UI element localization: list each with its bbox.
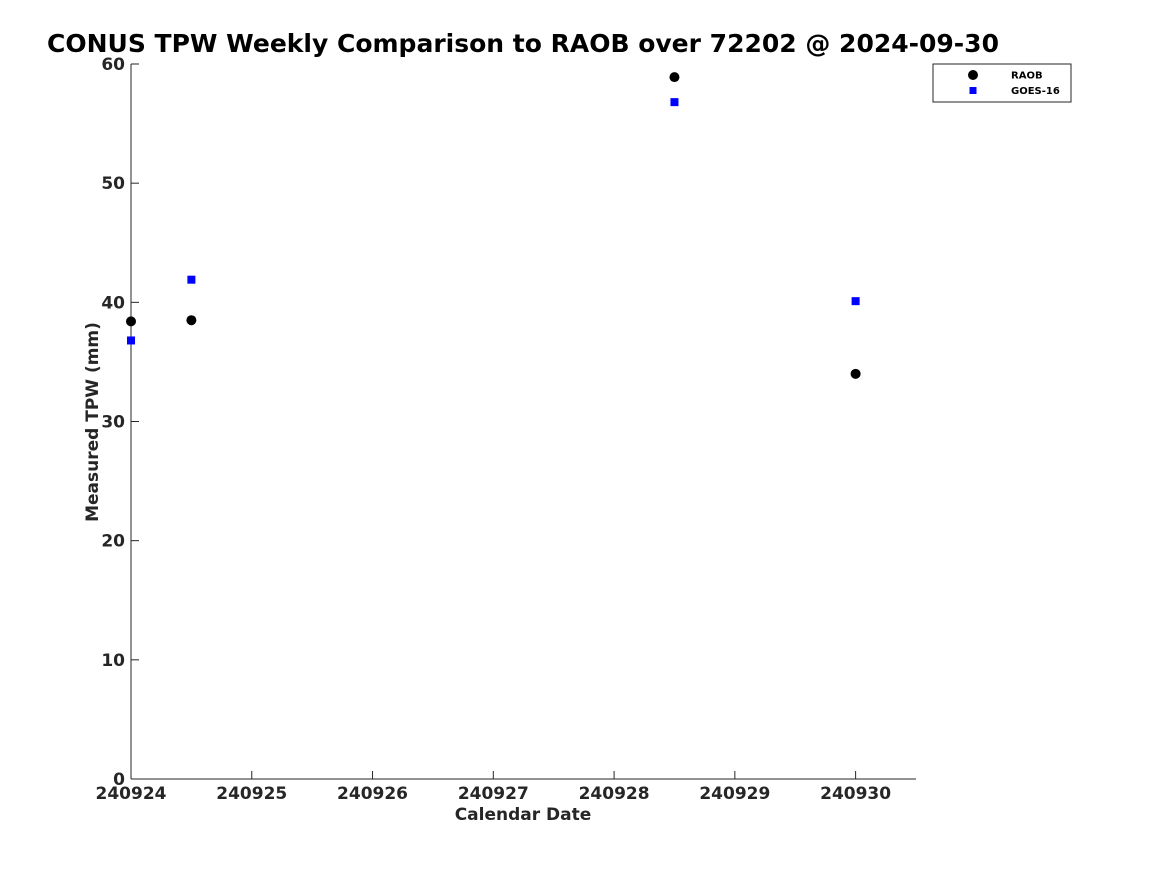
raob-point: [850, 368, 861, 379]
chart-title: CONUS TPW Weekly Comparison to RAOB over…: [47, 29, 999, 58]
y-tick-label: 10: [101, 651, 125, 671]
goes16-point: [851, 297, 860, 306]
x-tick-label: 240924: [96, 784, 167, 804]
x-axis-label: Calendar Date: [455, 805, 592, 825]
x-tick-label: 240930: [820, 784, 891, 804]
goes16-point: [670, 98, 679, 107]
goes16-point: [127, 336, 135, 345]
y-tick-label: 40: [101, 293, 125, 313]
legend-entry-label: GOES-16: [1011, 86, 1060, 97]
y-tick-label: 60: [101, 55, 125, 75]
raob-point: [669, 72, 680, 83]
raob-point: [126, 316, 136, 327]
y-tick-label: 20: [101, 532, 125, 552]
legend-box: [932, 63, 1072, 103]
y-tick-label: 0: [113, 770, 125, 790]
data-marks: [126, 72, 861, 379]
legend: RAOB GOES-16: [932, 63, 1072, 103]
x-tick-label: 240929: [699, 784, 770, 804]
x-axis-ticks: 240924 240925 240926 240927 240928 240929 2409…: [96, 771, 891, 804]
legend-goes16-marker: [969, 87, 977, 94]
y-tick-label: 30: [101, 413, 125, 433]
x-tick-label: 240926: [337, 784, 408, 804]
legend-entry-label: RAOB: [1011, 71, 1043, 82]
legend-raob-marker: [968, 70, 978, 80]
plot-area: [130, 64, 916, 780]
y-tick-label: 50: [101, 174, 125, 194]
x-tick-label: 240928: [579, 784, 650, 804]
x-tick-label: 240925: [216, 784, 287, 804]
raob-point: [186, 315, 197, 326]
goes16-point: [187, 275, 196, 284]
y-axis-label: Measured TPW (mm): [83, 322, 103, 522]
x-tick-label: 240927: [458, 784, 529, 804]
y-axis-ticks: 0 10 20 30 40 50 60: [101, 55, 139, 790]
